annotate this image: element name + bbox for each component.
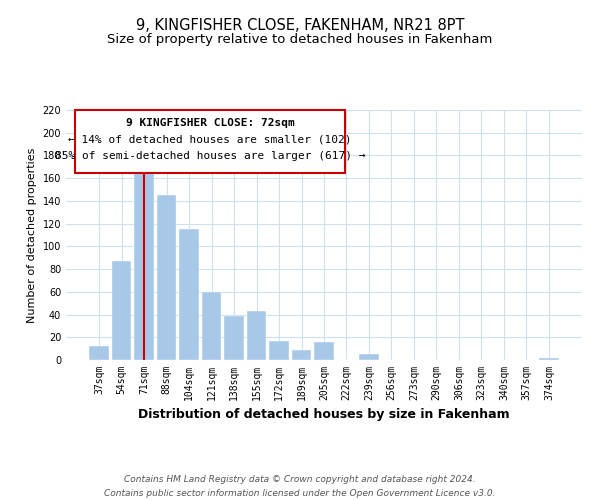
Bar (359, 354, 379, 360)
Bar (269, 340, 289, 360)
Bar (539, 358, 559, 360)
X-axis label: Distribution of detached houses by size in Fakenham: Distribution of detached houses by size … (138, 408, 510, 422)
Text: 9, KINGFISHER CLOSE, FAKENHAM, NR21 8PT: 9, KINGFISHER CLOSE, FAKENHAM, NR21 8PT (136, 18, 464, 32)
Bar (112, 261, 131, 360)
Text: Size of property relative to detached houses in Fakenham: Size of property relative to detached ho… (107, 32, 493, 46)
Bar (89, 346, 109, 360)
Bar (224, 316, 244, 360)
Bar (202, 292, 221, 360)
Text: ← 14% of detached houses are smaller (102): ← 14% of detached houses are smaller (10… (68, 135, 352, 145)
Bar (134, 156, 154, 360)
Text: 9 KINGFISHER CLOSE: 72sqm: 9 KINGFISHER CLOSE: 72sqm (125, 118, 295, 128)
Y-axis label: Number of detached properties: Number of detached properties (27, 148, 37, 322)
Bar (157, 195, 176, 360)
Bar (292, 350, 311, 360)
Bar (179, 230, 199, 360)
Text: Contains HM Land Registry data © Crown copyright and database right 2024.
Contai: Contains HM Land Registry data © Crown c… (104, 476, 496, 498)
Text: 85% of semi-detached houses are larger (617) →: 85% of semi-detached houses are larger (… (55, 152, 365, 162)
Bar (314, 342, 334, 360)
Bar (247, 311, 266, 360)
